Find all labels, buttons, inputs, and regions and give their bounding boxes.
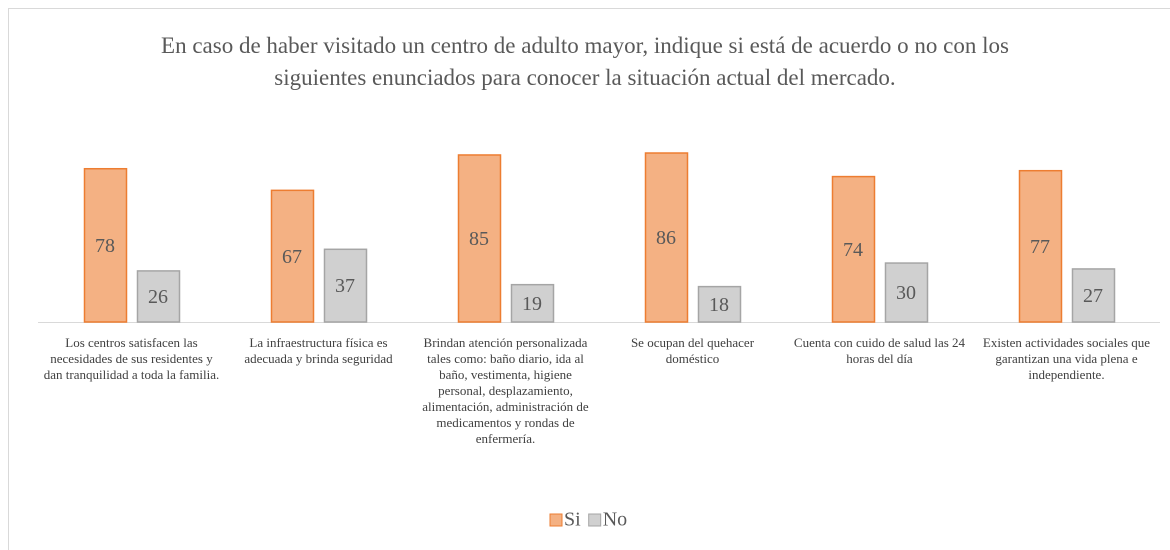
data-label: 86 [656,227,676,249]
x-tick-label: Cuenta con cuido de salud las 24 horas d… [793,335,966,366]
bar [884,262,929,323]
bar [510,283,555,323]
legend-label: No [603,509,627,531]
bar [457,154,502,323]
chart-border [8,8,1170,550]
data-label: 74 [843,239,863,261]
bar [644,152,689,323]
bar [831,175,876,323]
data-label: 19 [522,293,542,315]
bar [1071,268,1116,323]
data-label: 26 [148,286,168,308]
bar [270,189,315,323]
data-label: 30 [896,282,916,304]
bar [697,285,742,323]
data-label: 77 [1030,236,1050,258]
bar [323,248,368,323]
x-tick-label: La infraestructura física es adecuada y … [244,335,393,366]
data-label: 85 [469,228,489,250]
legend-swatch [549,513,563,527]
data-label: 78 [95,235,115,257]
x-tick-label: Los centros satisfacen las necesidades d… [43,335,220,382]
bar [83,167,128,323]
chart-title: En caso de haber visitado un centro de a… [161,33,1009,90]
data-label: 37 [335,275,355,297]
data-label: 18 [709,294,729,316]
legend-swatch [588,513,602,527]
data-label: 27 [1083,285,1103,307]
x-tick-label: Brindan atención personalizada tales com… [422,335,589,446]
data-label: 67 [282,246,302,268]
x-tick-label: Existen actividades sociales que garanti… [982,335,1151,382]
bar [1018,169,1063,323]
bar [136,270,181,323]
legend-label: Si [564,509,581,531]
x-tick-label: Se ocupan del quehacer doméstico [630,335,755,366]
